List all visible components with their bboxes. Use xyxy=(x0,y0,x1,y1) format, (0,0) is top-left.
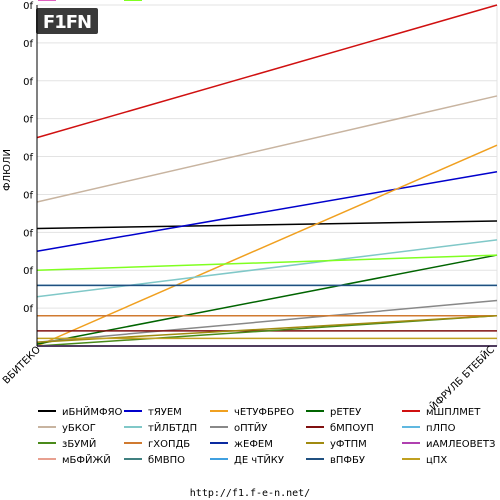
legend-item: уБКОГ xyxy=(38,423,96,434)
y-tick-label: 0f xyxy=(23,39,33,50)
legend: иБНЙМФЯО тЯУЕМ чЕТУФБРЕО рЕТЕУ мШПЛМЕТ уБКОГ т… xyxy=(38,0,495,466)
y-tick-label: 0f xyxy=(23,153,33,164)
logo-text: F1FN xyxy=(43,12,91,33)
series-line xyxy=(36,254,498,271)
legend-label: тЯУЕМ xyxy=(148,407,182,418)
series-line xyxy=(36,239,498,298)
x-tick-label: ЙФРУЛБ БТЕБЙС xyxy=(427,343,497,413)
legend-label: цПХ xyxy=(426,455,447,466)
legend-label: ДЕ чТЙКУ xyxy=(234,453,284,466)
legend-label: бМВПО xyxy=(148,455,185,466)
y-tick-label: 0f xyxy=(23,190,33,201)
x-tick-label: ВБИТЕКО xyxy=(1,344,43,386)
legend-label: пЛПО xyxy=(426,423,456,434)
legend-label: ыХНБИЕТ xyxy=(62,0,112,3)
f1fen-logo: F1FN xyxy=(36,8,98,34)
legend-item: зБУМЙ xyxy=(38,437,96,450)
y-tick-label: 0f xyxy=(23,115,33,126)
legend-label: мШПЛМЕТ xyxy=(426,407,481,418)
legend-item: бМВПО xyxy=(124,455,185,466)
legend-item: пЛПО xyxy=(402,423,456,434)
legend-label: нБЗОХУЕО xyxy=(148,0,203,3)
series-lines xyxy=(36,4,498,347)
series-line xyxy=(36,254,498,345)
legend-item: иАМЛЕОВЕТЗ xyxy=(402,439,495,450)
legend-item: цПХ xyxy=(402,455,447,466)
legend-label: зБУМЙ xyxy=(62,437,96,450)
legend-item: тЙЛБТДП xyxy=(124,421,197,434)
axes xyxy=(36,5,497,347)
x-tick-labels: ВБИТЕКО ЙФРУЛБ БТЕБЙС xyxy=(1,343,497,413)
legend-item: ДЕ чТЙКУ xyxy=(210,453,284,466)
series-line xyxy=(36,144,498,347)
legend-label: уБКОГ xyxy=(62,423,96,434)
legend-label: иАМЛЕОВЕТЗ xyxy=(426,439,495,450)
legend-label: рЕТЕУ xyxy=(330,407,361,418)
series-line xyxy=(36,170,498,253)
y-axis-title: ФЛЮЛИ xyxy=(2,149,13,191)
legend-item: оПТЙУ xyxy=(210,421,267,434)
legend-label: уФТПМ xyxy=(330,439,367,450)
legend-item: чЕТУФБРЕО xyxy=(210,407,294,418)
legend-label: оПТЙУ xyxy=(234,421,267,434)
legend-item: иБНЙМФЯО xyxy=(38,405,123,418)
y-tick-label: 0f xyxy=(23,228,33,239)
legend-label: вПФБУ xyxy=(330,455,365,466)
series-line xyxy=(36,95,498,203)
legend-item: уФТПМ xyxy=(306,439,367,450)
legend-item: мБФЙЖЙ xyxy=(38,453,111,466)
legend-label: иБНЙМФЯО xyxy=(62,405,123,418)
y-tick-labels: 0f 0f 0f 0f 0f 0f 0f 0f 0f xyxy=(23,1,33,315)
footer-url: http://f1.f-e-n.net/ xyxy=(190,488,310,499)
legend-label: бМПОУП xyxy=(330,423,374,434)
legend-label: чЕТУФБРЕО xyxy=(234,407,294,418)
legend-item: нБЗОХУЕО xyxy=(124,0,203,3)
y-tick-label: 0f xyxy=(23,1,33,12)
legend-item: мШПЛМЕТ xyxy=(402,407,481,418)
legend-item: гХОПДБ xyxy=(124,439,190,450)
legend-item: вПФБУ xyxy=(306,455,365,466)
series-line xyxy=(36,4,498,139)
legend-label: гХОПДБ xyxy=(148,439,190,450)
legend-item: рЕТЕУ xyxy=(306,407,361,418)
y-tick-label: 0f xyxy=(23,77,33,88)
legend-label: тЙЛБТДП xyxy=(148,421,197,434)
legend-item: тЯУЕМ xyxy=(124,407,182,418)
y-tick-label: 0f xyxy=(23,304,33,315)
legend-item: жЕФЕМ xyxy=(210,439,273,450)
legend-label: жЕФЕМ xyxy=(234,439,273,450)
legend-label: мБФЙЖЙ xyxy=(62,453,111,466)
series-line xyxy=(36,299,498,343)
legend-item: бМПОУП xyxy=(306,423,374,434)
series-line xyxy=(36,220,498,230)
legend-item: ыХНБИЕТ xyxy=(38,0,112,3)
y-tick-label: 0f xyxy=(23,266,33,277)
